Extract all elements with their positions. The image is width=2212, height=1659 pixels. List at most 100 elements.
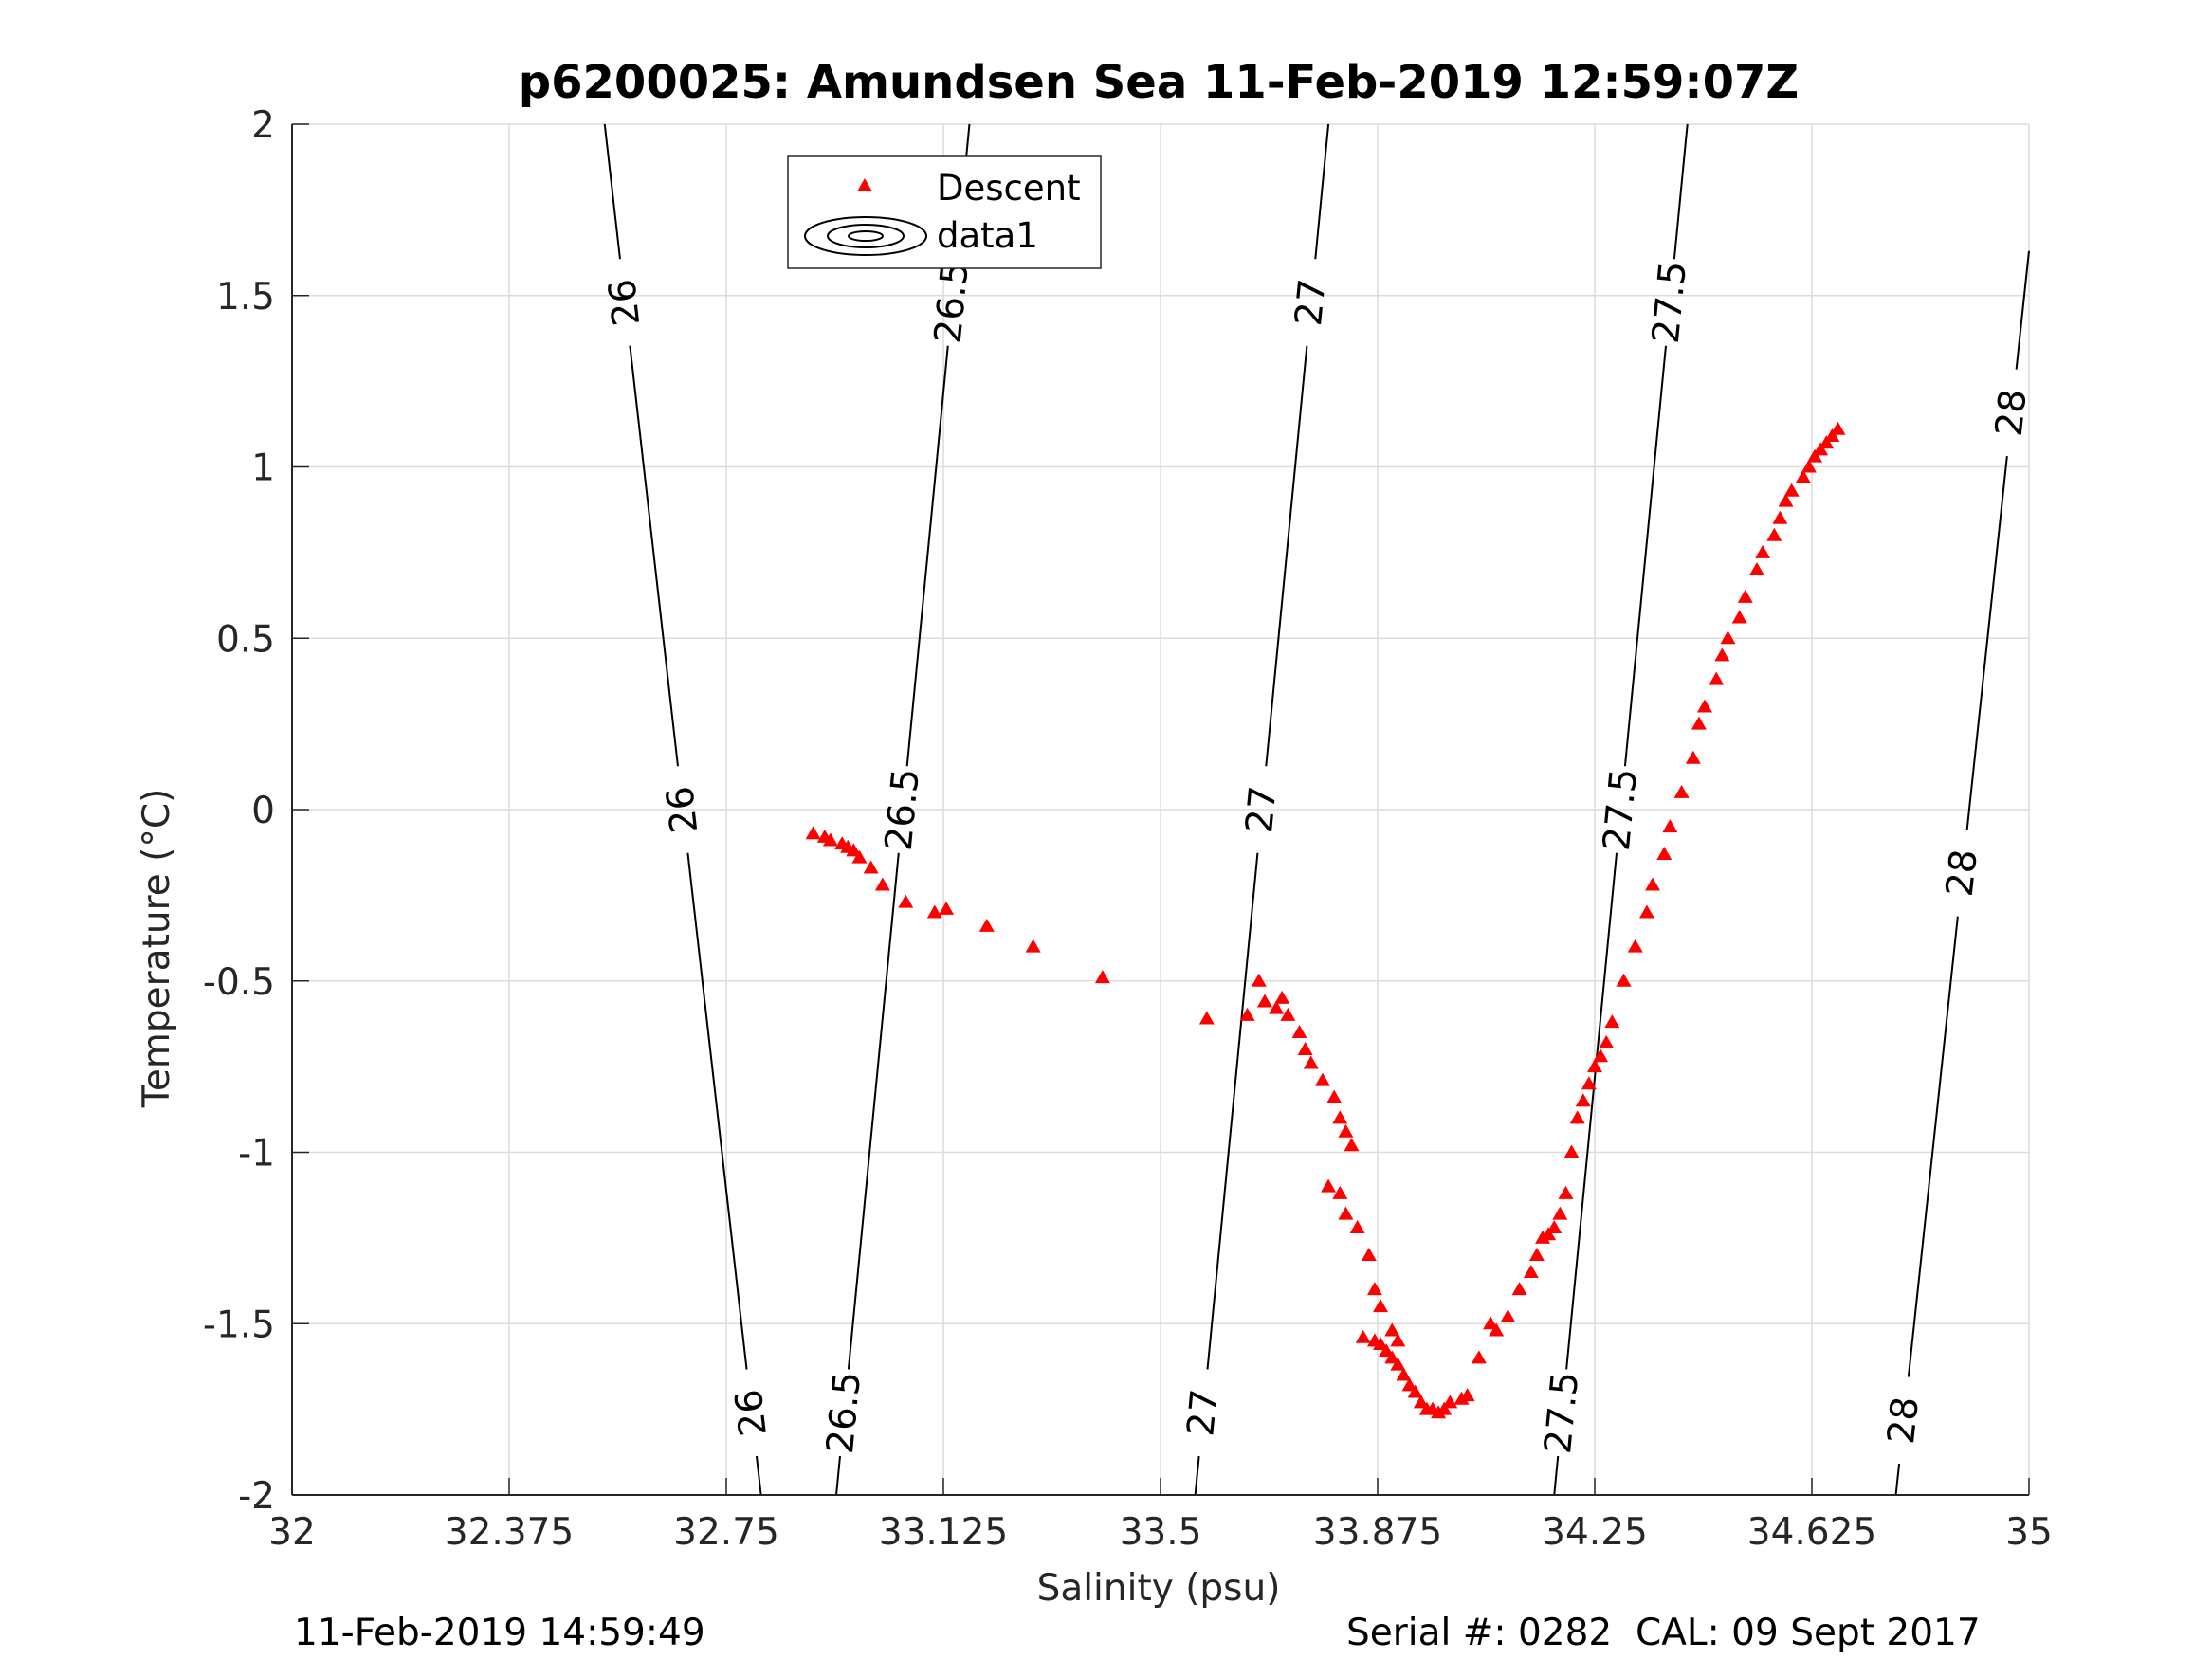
y-tick-label: 1.5 (216, 276, 275, 319)
data-point (1314, 1072, 1330, 1086)
contour-label: 26.5 (927, 260, 978, 346)
data-point (1604, 1014, 1620, 1029)
x-tick-label: 32.75 (673, 1511, 779, 1554)
data-point (1685, 750, 1701, 764)
data-point (939, 901, 955, 915)
data-point (1338, 1206, 1354, 1220)
data-point (1338, 1123, 1354, 1138)
data-point (1442, 1395, 1458, 1409)
data-point (1413, 1395, 1429, 1409)
data-point (1396, 1367, 1412, 1381)
contour-label: 27.5 (1596, 767, 1646, 853)
data-point (1373, 1336, 1389, 1350)
data-point (1256, 994, 1272, 1008)
data-point (1638, 904, 1654, 919)
contour-line-segment (1553, 1455, 1560, 1496)
data-point (1297, 1042, 1313, 1056)
data-point (978, 918, 995, 932)
data-point (1094, 970, 1110, 984)
x-tick-label: 33.875 (1313, 1511, 1442, 1554)
data-point (1697, 699, 1713, 713)
legend-triangle-marker (857, 178, 872, 191)
data-point (1599, 1034, 1615, 1048)
data-point (1349, 1220, 1365, 1234)
data-point (898, 894, 914, 908)
data-point (1587, 1059, 1602, 1073)
chart-title: p6200025: Amundsen Sea 11-Feb-2019 12:59… (519, 56, 1799, 109)
y-tick-label: -0.5 (203, 961, 275, 1004)
contour-line-segment (1907, 916, 1959, 1377)
data-point (1401, 1377, 1417, 1392)
contour-line-segment (686, 852, 748, 1370)
grid (291, 123, 2030, 1496)
contour-line-segment (1673, 123, 1689, 260)
contour-label: 28 (1988, 387, 2036, 438)
data-point (1772, 510, 1788, 524)
x-axis-label: Salinity (psu) (1037, 1567, 1281, 1610)
data-point (1528, 1247, 1545, 1261)
descent-series (805, 421, 1846, 1419)
contour-line-segment (847, 852, 900, 1370)
data-point (1541, 1227, 1557, 1241)
y-tick-label: 2 (251, 104, 275, 147)
contour-line-segment (905, 345, 949, 767)
contour-label: 27 (1288, 277, 1335, 328)
y-tick-label: 0 (251, 790, 275, 832)
data-point (846, 843, 862, 857)
data-point (1332, 1110, 1348, 1124)
data-point (1269, 1000, 1285, 1014)
data-point (1581, 1076, 1597, 1090)
data-point (1552, 1206, 1568, 1220)
x-tick-label: 33.5 (1120, 1511, 1202, 1554)
y-tick-label: -2 (238, 1475, 275, 1518)
data-point (1813, 442, 1829, 456)
contour-label: 27 (1179, 1387, 1227, 1438)
data-point (805, 826, 821, 840)
data-point (1755, 544, 1771, 558)
contour-label: 26 (601, 277, 649, 328)
data-point (1431, 1405, 1447, 1419)
contour-line-segment (603, 123, 621, 260)
data-point (874, 877, 890, 891)
data-point (1326, 1089, 1343, 1103)
data-point (1830, 421, 1846, 435)
data-point (1459, 1388, 1475, 1402)
data-point (1384, 1322, 1400, 1337)
data-point (1778, 493, 1794, 507)
data-point (1563, 1144, 1580, 1158)
data-point (822, 832, 838, 847)
data-point (1280, 1007, 1296, 1021)
contour-label: 28 (1880, 1395, 1928, 1446)
data-point (1737, 589, 1753, 603)
data-point (863, 860, 879, 874)
data-point (1390, 1333, 1406, 1347)
legend-box (787, 155, 1102, 269)
data-point (851, 849, 868, 864)
legend-contour-icon (804, 216, 927, 256)
contour-line-segment (1894, 1463, 1901, 1496)
data-point (1303, 1055, 1319, 1069)
data-point (1575, 1093, 1591, 1107)
data-point (1366, 1282, 1382, 1296)
data-point (1251, 973, 1267, 987)
data-point (1453, 1391, 1470, 1405)
contour-line-segment (1965, 455, 2008, 830)
data-point (1483, 1316, 1499, 1330)
data-point (1025, 939, 1041, 953)
data-point (1783, 483, 1800, 497)
contour-label: 26 (728, 1387, 776, 1438)
density-contours: 26 26 26 26.5 26.5 26.5 27 27 27 27.5 27.5 27.5 28 28… (601, 123, 2036, 1496)
data-point (1384, 1350, 1400, 1364)
contour-line-segment (2015, 250, 2030, 370)
data-point (1795, 469, 1811, 483)
x-tick-label: 32 (268, 1511, 316, 1554)
data-point (1558, 1185, 1574, 1199)
y-tick-label: 1 (251, 447, 275, 490)
contour-label: 28 (1939, 848, 1986, 899)
contour-line-segment (1314, 123, 1330, 260)
data-point (1546, 1220, 1563, 1234)
contour-label: 27.5 (1645, 260, 1695, 346)
data-point (1390, 1357, 1406, 1371)
data-point (1731, 610, 1747, 624)
data-point (1500, 1309, 1516, 1323)
